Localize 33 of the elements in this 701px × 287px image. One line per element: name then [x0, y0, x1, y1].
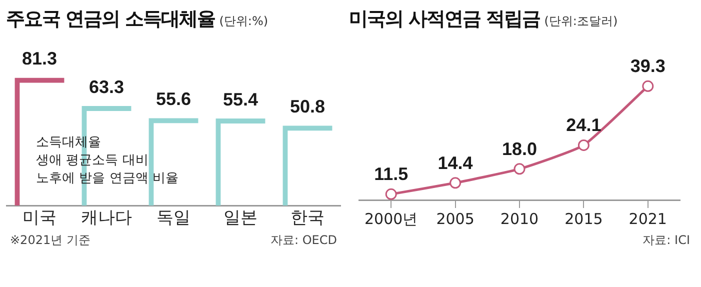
data-label: 63.3 [88, 76, 124, 97]
data-label: 18.0 [502, 138, 538, 159]
text: 자료: ICI [642, 232, 690, 249]
x-tick-label: 일본 [224, 208, 258, 228]
point [642, 80, 654, 92]
x-tick-label: 2010 [500, 210, 539, 228]
data-label: 50.8 [290, 96, 326, 117]
x-tick-label: 캐나다 [81, 208, 132, 228]
chart-subtitle: (단위:조달러) [544, 14, 618, 28]
point [514, 163, 526, 175]
data-label: 55.6 [156, 89, 192, 110]
data-label: 39.3 [630, 56, 666, 76]
x-tick-label: 미국 [22, 208, 56, 228]
data-label: 24.1 [566, 115, 602, 136]
chart-title: 주요국 연금의 소득대체율 [6, 8, 216, 30]
chart-subtitle: (단위:%) [219, 14, 268, 28]
text: 자료: OECD [270, 232, 337, 249]
point [385, 188, 397, 200]
data-label: 55.4 [222, 89, 258, 110]
x-tick-label: 2000년 [364, 210, 418, 228]
point [450, 177, 462, 189]
annotation: 소득대체율 생애 평균소득 대비 노후에 받을 연금액 비율 [36, 134, 178, 186]
data-label: 81.3 [22, 48, 58, 69]
point [578, 139, 590, 151]
text: ※2021년 기준 [10, 232, 90, 249]
chart-title: 미국의 사적연금 적립금 [349, 8, 540, 30]
x-tick-label: 독일 [156, 208, 190, 228]
x-tick-label: 2005 [436, 210, 474, 228]
data-label: 11.5 [374, 164, 408, 184]
data-label: 14.4 [438, 152, 473, 173]
x-tick-label: 2021 [628, 210, 667, 228]
x-tick-label: 한국 [290, 208, 324, 228]
x-tick-label: 2015 [564, 210, 603, 228]
